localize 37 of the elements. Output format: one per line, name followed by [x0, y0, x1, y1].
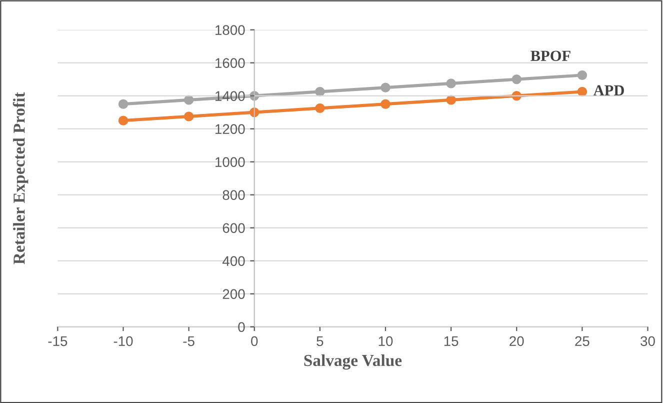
y-tick-label: 800 [222, 190, 245, 200]
point [315, 103, 325, 114]
y-tick-label: 600 [222, 223, 245, 233]
point [315, 86, 325, 97]
x-tick-label: -5 [183, 336, 194, 346]
x-axis-title: Salvage Value [304, 354, 402, 370]
point [118, 116, 128, 126]
x-tick-label: 10 [378, 336, 393, 346]
series-label: BPOF [530, 50, 570, 61]
x-tick-label: 25 [575, 336, 590, 346]
y-tick-label: 1800 [216, 25, 245, 35]
y-tick-label: 1600 [216, 58, 245, 68]
point [512, 74, 522, 84]
y-tick-label: 1000 [216, 157, 245, 167]
x-tick-label: 5 [316, 336, 324, 346]
y-tick-label: 1200 [216, 124, 245, 134]
point [446, 78, 456, 88]
series-label: APD [593, 85, 624, 96]
point [380, 82, 390, 92]
y-axis-title: Retailer Expected Profit [12, 92, 28, 264]
y-tick-label: 0 [238, 322, 245, 332]
point [184, 112, 194, 122]
x-tick-label: 0 [251, 336, 258, 346]
x-tick-label: 15 [444, 336, 458, 346]
point [577, 86, 588, 97]
point [446, 95, 456, 105]
x-tick-label: 20 [510, 336, 524, 346]
x-tick-label: -15 [48, 336, 68, 346]
point [380, 99, 390, 109]
point [577, 70, 588, 80]
x-tick-label: -10 [114, 336, 133, 346]
y-tick-label: 1400 [216, 91, 245, 101]
y-tick-label: 400 [222, 256, 245, 266]
point [118, 99, 128, 109]
x-tick-label: 30 [640, 336, 655, 346]
y-tick-label: 200 [222, 289, 245, 299]
point [184, 95, 194, 105]
